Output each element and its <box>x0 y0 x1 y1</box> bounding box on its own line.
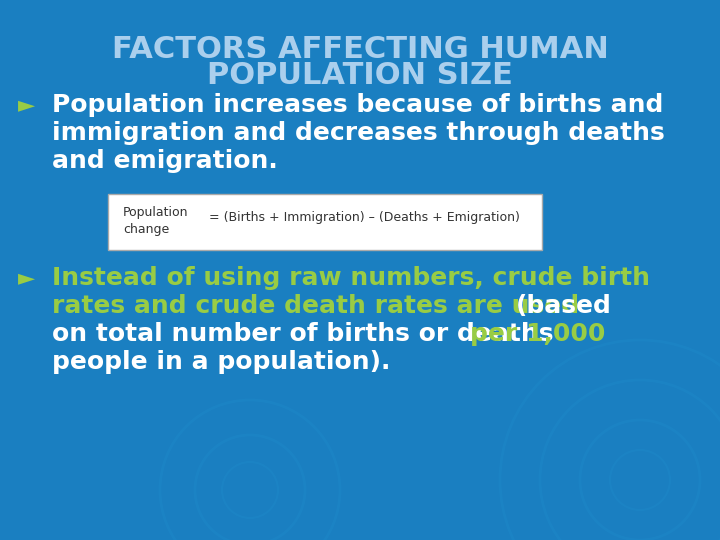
Text: (based: (based <box>516 294 612 318</box>
Text: per 1,000: per 1,000 <box>470 322 606 346</box>
Text: immigration and decreases through deaths: immigration and decreases through deaths <box>52 121 665 145</box>
Text: POPULATION SIZE: POPULATION SIZE <box>207 61 513 90</box>
Text: and emigration.: and emigration. <box>52 149 278 173</box>
Text: Population
change: Population change <box>123 206 189 236</box>
FancyBboxPatch shape <box>108 194 542 250</box>
Text: on total number of births or deaths: on total number of births or deaths <box>52 322 562 346</box>
Text: ►: ► <box>18 268 35 288</box>
Text: = (Births + Immigration) – (Deaths + Emigration): = (Births + Immigration) – (Deaths + Emi… <box>205 212 520 225</box>
Text: Population increases because of births and: Population increases because of births a… <box>52 93 663 117</box>
Text: FACTORS AFFECTING HUMAN: FACTORS AFFECTING HUMAN <box>112 35 608 64</box>
Text: rates and crude death rates are used: rates and crude death rates are used <box>52 294 588 318</box>
Text: Instead of using raw numbers, crude birth: Instead of using raw numbers, crude birt… <box>52 266 650 290</box>
Text: ►: ► <box>18 95 35 115</box>
Text: people in a population).: people in a population). <box>52 350 390 374</box>
